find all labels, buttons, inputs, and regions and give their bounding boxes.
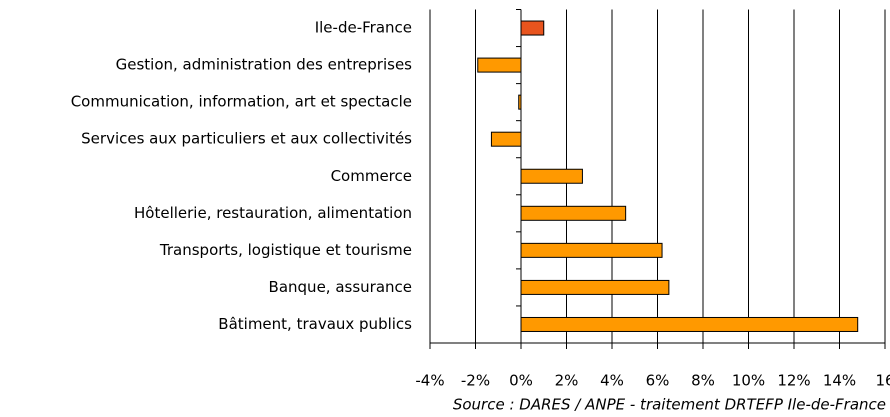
y-tick-label: Communication, information, art et spect… — [71, 93, 412, 111]
y-tick-label: Commerce — [331, 167, 412, 185]
x-tick-label: 14% — [823, 372, 856, 390]
x-tick-label: 6% — [646, 372, 670, 390]
x-tick-label: 10% — [732, 372, 765, 390]
source-note: Source : DARES / ANPE - traitement DRTEF… — [453, 396, 886, 414]
bar — [490, 131, 522, 147]
x-tick-label: -2% — [461, 372, 490, 390]
bar — [520, 20, 545, 36]
x-tick-label: -4% — [415, 372, 444, 390]
bar — [520, 242, 663, 258]
x-tick-label: 16 — [875, 372, 890, 390]
x-tick-label: 12% — [777, 372, 810, 390]
y-tick-label: Banque, assurance — [269, 278, 412, 296]
bar — [520, 316, 859, 332]
bar — [520, 279, 670, 295]
x-tick-label: 8% — [691, 372, 715, 390]
x-tick-label: 4% — [600, 372, 624, 390]
bar — [520, 205, 627, 221]
y-tick-label: Transports, logistique et tourisme — [159, 241, 412, 259]
y-tick-label: Gestion, administration des entreprises — [116, 56, 413, 74]
bar — [520, 168, 583, 184]
x-tick-label: 2% — [555, 372, 579, 390]
y-tick-label: Hôtellerie, restauration, alimentation — [134, 204, 412, 222]
y-tick-label: Bâtiment, travaux publics — [218, 315, 412, 333]
bar — [518, 94, 522, 110]
y-tick-label: Ile-de-France — [315, 19, 412, 37]
y-tick-label: Services aux particuliers et aux collect… — [81, 130, 412, 148]
bar — [477, 57, 522, 73]
x-tick-label: 0% — [509, 372, 533, 390]
